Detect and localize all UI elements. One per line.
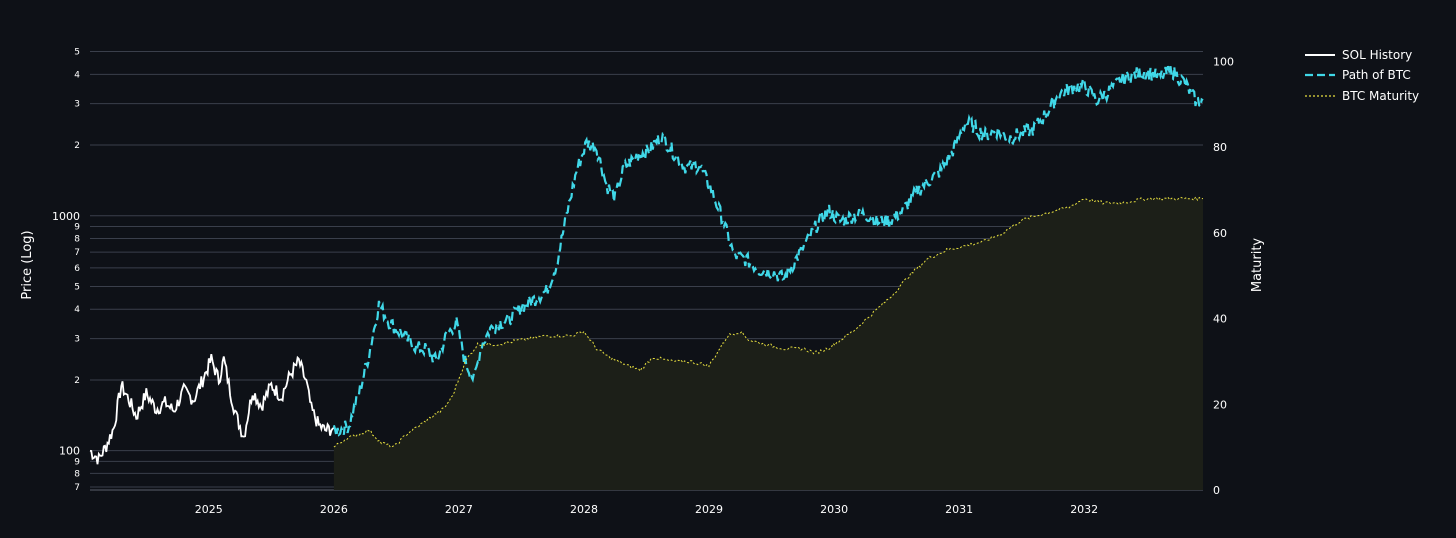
legend-item-path-of-btc[interactable]: Path of BTC	[1305, 68, 1411, 82]
x-tick-label-2027: 2027	[445, 503, 473, 516]
legend-label-sol-history: SOL History	[1342, 48, 1412, 62]
y-axis-title-right: Maturity	[1250, 238, 1265, 293]
y2-tick-label-80: 80	[1213, 141, 1227, 154]
y-tick-label-400: 4	[74, 305, 80, 315]
y2-tick-label-100: 100	[1213, 55, 1234, 68]
x-tick-label-2028: 2028	[570, 503, 598, 516]
y-tick-label-70: 7	[74, 483, 80, 493]
legend[interactable]: SOL History Path of BTC BTC Maturity	[1305, 48, 1419, 103]
legend-label-btc-maturity: BTC Maturity	[1342, 89, 1419, 103]
series-line-sol-history	[89, 353, 335, 465]
x-tick-label-2030: 2030	[820, 503, 848, 516]
y-tick-label-90: 9	[74, 457, 80, 467]
y-tick-label-5000: 5	[74, 48, 80, 58]
legend-label-path-of-btc: Path of BTC	[1342, 68, 1411, 82]
y-tick-label-100: 100	[59, 445, 80, 458]
y-tick-label-900: 9	[74, 223, 80, 233]
legend-item-sol-history[interactable]: SOL History	[1305, 48, 1412, 62]
x-tick-label-2026: 2026	[320, 503, 348, 516]
y-tick-label-600: 6	[74, 264, 80, 274]
x-tick-label-2025: 2025	[195, 503, 223, 516]
y-axis-title-left: Price (Log)	[20, 230, 35, 299]
y-right-tick-labels: 0 20 40 60 80 100	[1213, 55, 1234, 497]
y-tick-label-80: 8	[74, 469, 80, 479]
series-line-btc-maturity	[333, 195, 1204, 448]
x-tick-label-2031: 2031	[945, 503, 973, 516]
y-tick-label-200: 2	[74, 376, 80, 386]
y-tick-label-300: 3	[74, 335, 80, 345]
series-area-btc-maturity	[333, 196, 1203, 490]
y-tick-label-500: 5	[74, 282, 80, 292]
y-tick-label-800: 8	[74, 235, 80, 245]
series-layer	[89, 65, 1204, 465]
legend-item-btc-maturity[interactable]: BTC Maturity	[1305, 89, 1419, 103]
y-tick-label-1000: 1000	[52, 210, 80, 223]
y2-tick-label-60: 60	[1213, 227, 1227, 240]
y-left-tick-labels: 100 1000 7 8 9 2 3 4 5 6 7 8 9 2 3 4 5	[52, 48, 80, 493]
x-tick-labels: 2025 2026 2027 2028 2029 2030 2031 2032	[195, 503, 1098, 516]
y2-tick-label-20: 20	[1213, 398, 1227, 411]
y-tick-label-2000: 2	[74, 141, 80, 151]
x-tick-label-2029: 2029	[695, 503, 723, 516]
y-tick-label-700: 7	[74, 248, 80, 258]
maturity-fill-layer	[333, 196, 1203, 490]
y-tick-label-3000: 3	[74, 100, 80, 110]
y-tick-label-4000: 4	[74, 70, 80, 80]
y2-tick-label-0: 0	[1213, 484, 1220, 497]
series-line-path-of-btc	[332, 65, 1204, 437]
y2-tick-label-40: 40	[1213, 313, 1227, 326]
x-tick-label-2032: 2032	[1070, 503, 1098, 516]
